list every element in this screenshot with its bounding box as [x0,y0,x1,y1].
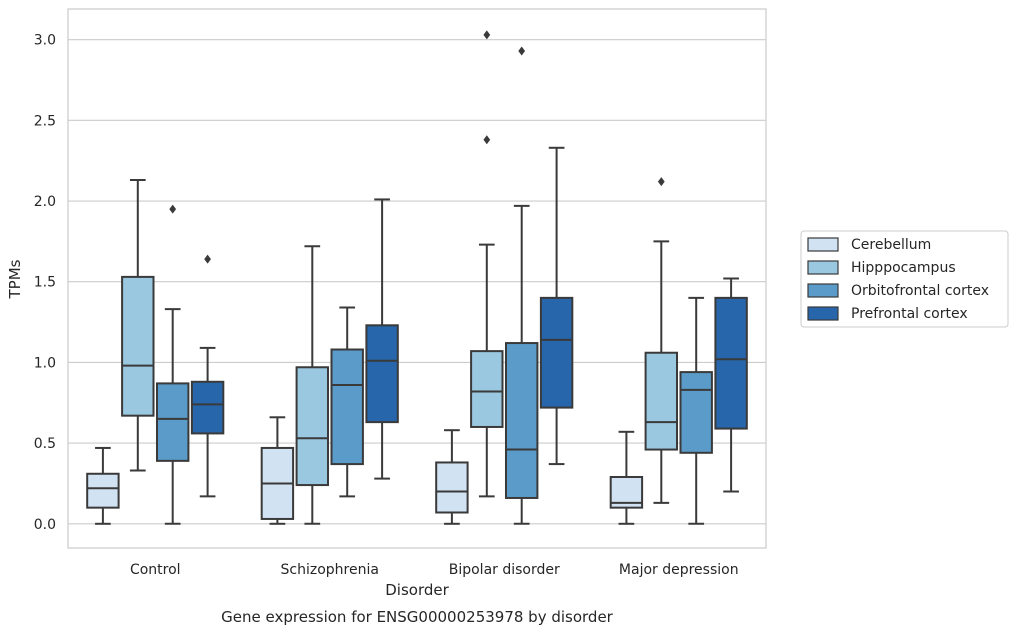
x-axis-label: Disorder [385,581,449,599]
box-2-1 [470,30,504,498]
box-0-1 [121,179,155,472]
legend-swatch [807,283,839,298]
outlier-point [483,30,491,40]
plot-boxes [86,30,748,525]
box-3-2 [679,296,713,525]
y-axis-label: TPMs [6,259,24,299]
legend-swatch [807,237,839,252]
outlier-point [657,177,665,187]
box-rect [86,472,120,509]
legend: Cerebellum Hipppocampus Orbitofrontal cort… [800,230,1009,328]
x-tick-label: Major depression [619,562,739,578]
box-2-2 [504,46,539,525]
legend-frame [800,230,1009,328]
box-2-3 [539,146,574,466]
outlier-point [204,254,211,264]
box-3-0 [609,430,644,525]
box-rect [155,382,190,462]
y-tick-label: 0.0 [34,517,56,533]
box-1-3 [365,198,399,480]
x-tick-label: Schizophrenia [281,562,379,578]
box-rect [190,380,225,435]
legend-label: Cerebellum [851,237,931,253]
box-rect [435,461,469,514]
box-rect [365,324,399,424]
legend-label: Hipppocampus [851,260,956,276]
legend-swatch [807,260,839,275]
box-rect [504,342,539,499]
plot-frame [67,8,767,549]
chart-caption: Gene expression for ENSG00000253978 by d… [221,608,614,626]
y-tick-label: 2.0 [34,194,56,210]
box-1-2 [330,306,364,498]
box-rect [121,275,155,417]
y-tick-label: 2.5 [34,113,56,129]
box-rect [470,350,504,428]
y-tick-label: 1.0 [34,355,56,371]
x-tick-label: Bipolar disorder [449,562,560,578]
box-3-1 [644,177,679,504]
box-rect [295,366,330,487]
y-axis-ticks: 0.0 0.5 1.0 1.5 2.0 2.5 3.0 [34,33,56,533]
box-rect [330,348,364,466]
box-rect [539,296,574,409]
box-2-0 [435,429,469,525]
y-tick-label: 3.0 [34,33,56,49]
legend-label: Orbitofrontal cortex [851,283,989,299]
y-tick-label: 0.5 [34,436,56,452]
x-axis-ticks: Control Schizophrenia Bipolar disorder Majo… [130,562,739,578]
legend-label: Prefrontal cortex [851,306,968,322]
box-rect [714,296,748,430]
box-rect [679,371,713,454]
legend-swatch [807,306,839,321]
box-0-3 [190,254,225,498]
box-3-3 [714,277,748,493]
box-0-0 [86,446,120,525]
box-0-2 [155,204,190,525]
outlier-point [518,46,526,56]
box-1-1 [295,245,330,525]
y-tick-label: 1.5 [34,275,56,291]
box-1-0 [260,416,295,525]
outlier-point [483,135,491,145]
outlier-point [169,204,177,214]
x-tick-label: Control [130,562,181,578]
box-rect [644,351,679,451]
